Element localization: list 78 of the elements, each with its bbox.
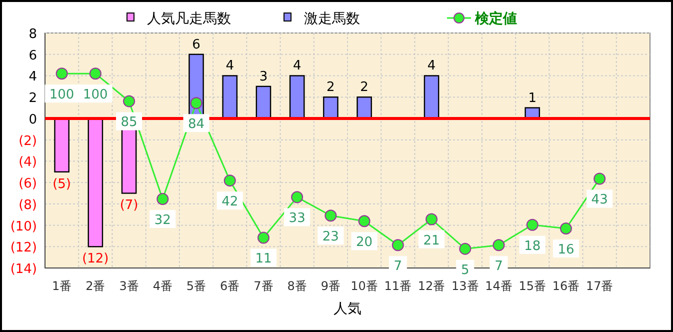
x-tick-label: 7番: [254, 279, 274, 293]
data-label: 6: [192, 37, 200, 52]
data-label: 85: [120, 115, 138, 130]
point: [426, 213, 438, 226]
data-label: 16: [558, 242, 574, 258]
x-tick-label: 14番: [485, 279, 512, 293]
y-tick-label: 8: [28, 27, 37, 42]
data-label: 4: [226, 58, 234, 74]
point: [526, 218, 538, 231]
data-label: (12): [82, 252, 109, 267]
y-tick-label: (12): [10, 240, 37, 256]
data-label: 4: [292, 58, 302, 74]
y-tick-label: (10): [10, 219, 37, 234]
x-tick-label: 4番: [152, 279, 172, 293]
x-tick-label: 17番: [586, 279, 614, 293]
y-tick-label: 2: [28, 91, 37, 106]
x-tick-label: 1番: [52, 279, 72, 293]
y-tick-label: 4: [28, 70, 37, 85]
y-tick-label: (6): [18, 176, 37, 192]
data-label: 42: [222, 194, 238, 210]
x-tick-label: 15番: [518, 279, 546, 293]
y-tick-label: (8): [18, 198, 37, 213]
x-tick-label: 8番: [287, 279, 307, 293]
x-tick-label: 13番: [452, 279, 479, 293]
point: [291, 191, 304, 204]
data-label: 3: [259, 69, 268, 84]
legend-label: 検定値: [474, 10, 517, 27]
legend-label: 人気凡走馬数: [147, 11, 231, 27]
point: [89, 68, 102, 80]
data-label: (5): [52, 176, 72, 192]
x-axis-title: 人気: [334, 301, 362, 317]
data-label: (7): [120, 198, 138, 214]
data-label: 32: [154, 213, 171, 228]
data-label: 4: [427, 58, 436, 74]
x-tick-label: 16番: [552, 279, 580, 293]
x-tick-label: 11番: [384, 279, 412, 293]
point: [123, 95, 136, 108]
data-label: 7: [394, 259, 402, 274]
y-tick-label: (2): [18, 134, 37, 149]
point: [459, 242, 472, 255]
point: [492, 239, 505, 252]
point: [358, 215, 370, 228]
data-label: 100: [49, 88, 74, 103]
point: [190, 97, 202, 110]
x-tick-label: 2番: [86, 279, 106, 293]
data-label: 1: [528, 90, 536, 106]
data-label: 7: [494, 259, 503, 274]
y-tick-label: 0: [28, 112, 37, 128]
point: [392, 239, 404, 252]
data-label: 2: [360, 80, 368, 96]
legend-label: 激走馬数: [304, 11, 360, 27]
point: [224, 174, 236, 187]
point: [156, 193, 169, 206]
data-label: 5: [461, 262, 470, 278]
data-label: 84: [188, 117, 205, 132]
data-label: 20: [356, 235, 373, 250]
point: [560, 222, 572, 235]
data-label: 11: [255, 252, 272, 267]
x-tick-label: 6番: [220, 279, 240, 293]
data-label: 18: [524, 238, 541, 254]
data-label: 2: [326, 80, 335, 96]
y-tick-label: (14): [10, 262, 37, 277]
x-tick-label: 10番: [350, 279, 378, 293]
data-label: 33: [288, 211, 306, 226]
point: [594, 172, 606, 185]
point: [257, 232, 270, 244]
point: [56, 68, 68, 80]
data-label: 21: [423, 233, 440, 248]
data-label: 23: [322, 230, 339, 245]
x-tick-label: 12番: [418, 279, 446, 293]
y-tick-label: 6: [28, 48, 37, 64]
data-label: 43: [591, 192, 608, 208]
data-label: 100: [83, 88, 108, 103]
x-tick-label: 5番: [186, 279, 206, 293]
x-tick-label: 9番: [320, 279, 341, 293]
y-tick-label: (4): [18, 155, 37, 170]
point: [324, 210, 337, 222]
x-tick-label: 3番: [119, 279, 139, 293]
